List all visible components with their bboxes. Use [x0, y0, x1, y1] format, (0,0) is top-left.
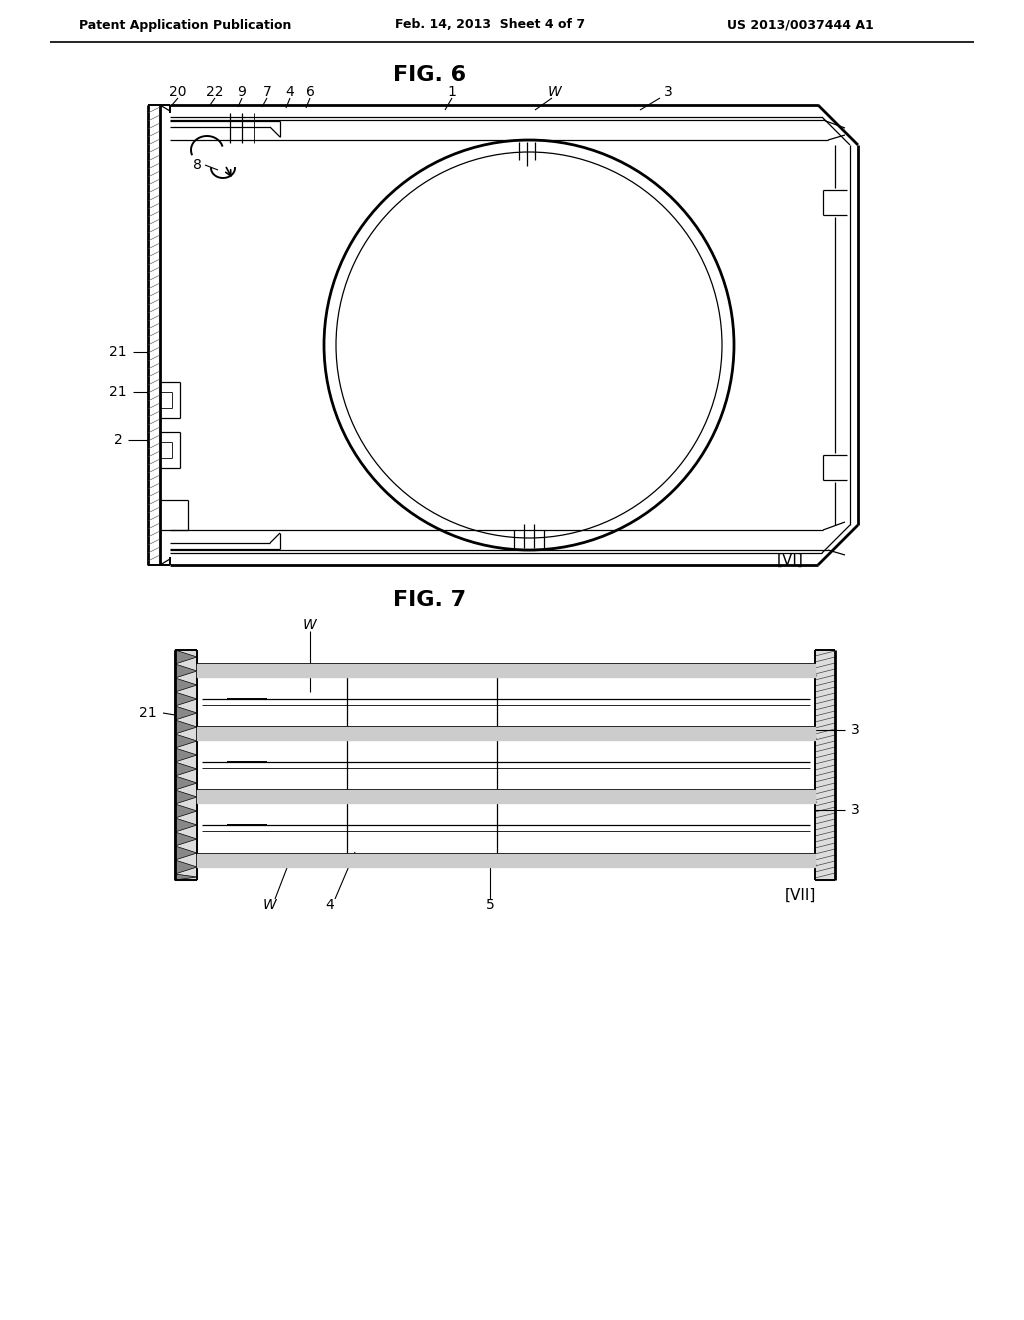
Polygon shape: [175, 734, 197, 748]
Polygon shape: [175, 649, 197, 880]
Polygon shape: [175, 861, 197, 874]
Polygon shape: [175, 692, 197, 706]
Text: FIG. 7: FIG. 7: [393, 590, 467, 610]
Polygon shape: [815, 649, 835, 880]
Text: W: W: [263, 898, 276, 912]
Text: 1: 1: [447, 84, 457, 99]
Polygon shape: [175, 804, 197, 818]
Text: 7: 7: [262, 84, 271, 99]
Text: 3: 3: [851, 803, 859, 817]
Polygon shape: [175, 818, 197, 832]
Text: [VII]: [VII]: [784, 887, 816, 903]
Polygon shape: [175, 776, 197, 789]
Polygon shape: [175, 678, 197, 692]
Text: Patent Application Publication: Patent Application Publication: [79, 18, 291, 32]
Text: 21: 21: [110, 345, 127, 359]
Text: 21: 21: [110, 385, 127, 399]
Polygon shape: [175, 762, 197, 776]
Polygon shape: [197, 791, 815, 803]
Text: Feb. 14, 2013  Sheet 4 of 7: Feb. 14, 2013 Sheet 4 of 7: [395, 18, 585, 32]
Polygon shape: [175, 846, 197, 861]
Text: US 2013/0037444 A1: US 2013/0037444 A1: [727, 18, 873, 32]
Text: 5: 5: [485, 898, 495, 912]
Polygon shape: [175, 706, 197, 719]
Text: 6: 6: [305, 84, 314, 99]
Text: 3: 3: [664, 84, 673, 99]
Polygon shape: [175, 748, 197, 762]
Polygon shape: [175, 719, 197, 734]
Polygon shape: [197, 727, 815, 739]
Text: [VI]: [VI]: [776, 553, 804, 568]
Text: 21: 21: [139, 706, 157, 719]
Text: 4: 4: [286, 84, 294, 99]
Polygon shape: [175, 874, 197, 880]
Polygon shape: [197, 664, 815, 676]
Text: FIG. 6: FIG. 6: [393, 65, 467, 84]
Text: W: W: [548, 84, 562, 99]
Text: W: W: [303, 618, 316, 632]
Text: 9: 9: [238, 84, 247, 99]
Polygon shape: [197, 854, 815, 866]
Text: 20: 20: [169, 84, 186, 99]
Polygon shape: [175, 789, 197, 804]
Polygon shape: [175, 832, 197, 846]
Text: 22: 22: [206, 84, 224, 99]
Text: 8: 8: [193, 158, 202, 172]
Text: 4: 4: [326, 898, 335, 912]
Polygon shape: [175, 649, 197, 664]
Text: 3: 3: [851, 723, 859, 737]
Text: 2: 2: [114, 433, 123, 447]
Polygon shape: [175, 664, 197, 678]
